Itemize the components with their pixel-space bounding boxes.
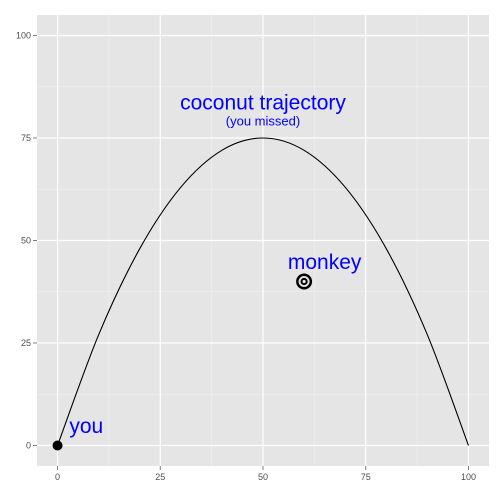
- y-tick-label: 0: [26, 441, 31, 451]
- annotation-label: monkey: [288, 251, 362, 274]
- trajectory-line: [57, 137, 469, 446]
- chart-annotations: coconut trajectory(you missed) monkey you: [69, 91, 362, 438]
- y-tick-label: 100: [16, 31, 31, 41]
- you-point: [52, 440, 63, 451]
- y-tick-label: 25: [21, 338, 31, 348]
- annotation-label: you: [69, 415, 103, 438]
- chart-marks: [52, 137, 469, 451]
- x-tick-label: 100: [461, 472, 476, 482]
- monkey-target-center: [302, 279, 306, 284]
- grid-major: [37, 15, 489, 466]
- annotation-label: (you missed): [226, 114, 300, 129]
- x-tick-label: 50: [258, 472, 268, 482]
- x-tick-label: 0: [55, 472, 60, 482]
- x-tick-label: 25: [155, 472, 165, 482]
- x-tick-label: 75: [361, 472, 371, 482]
- annotation-label: coconut trajectory: [180, 91, 346, 114]
- y-tick-label: 75: [21, 133, 31, 143]
- chart-axes: 0 25 50 75 100 0 25 50 75 100: [16, 31, 476, 483]
- y-tick-label: 50: [21, 236, 31, 246]
